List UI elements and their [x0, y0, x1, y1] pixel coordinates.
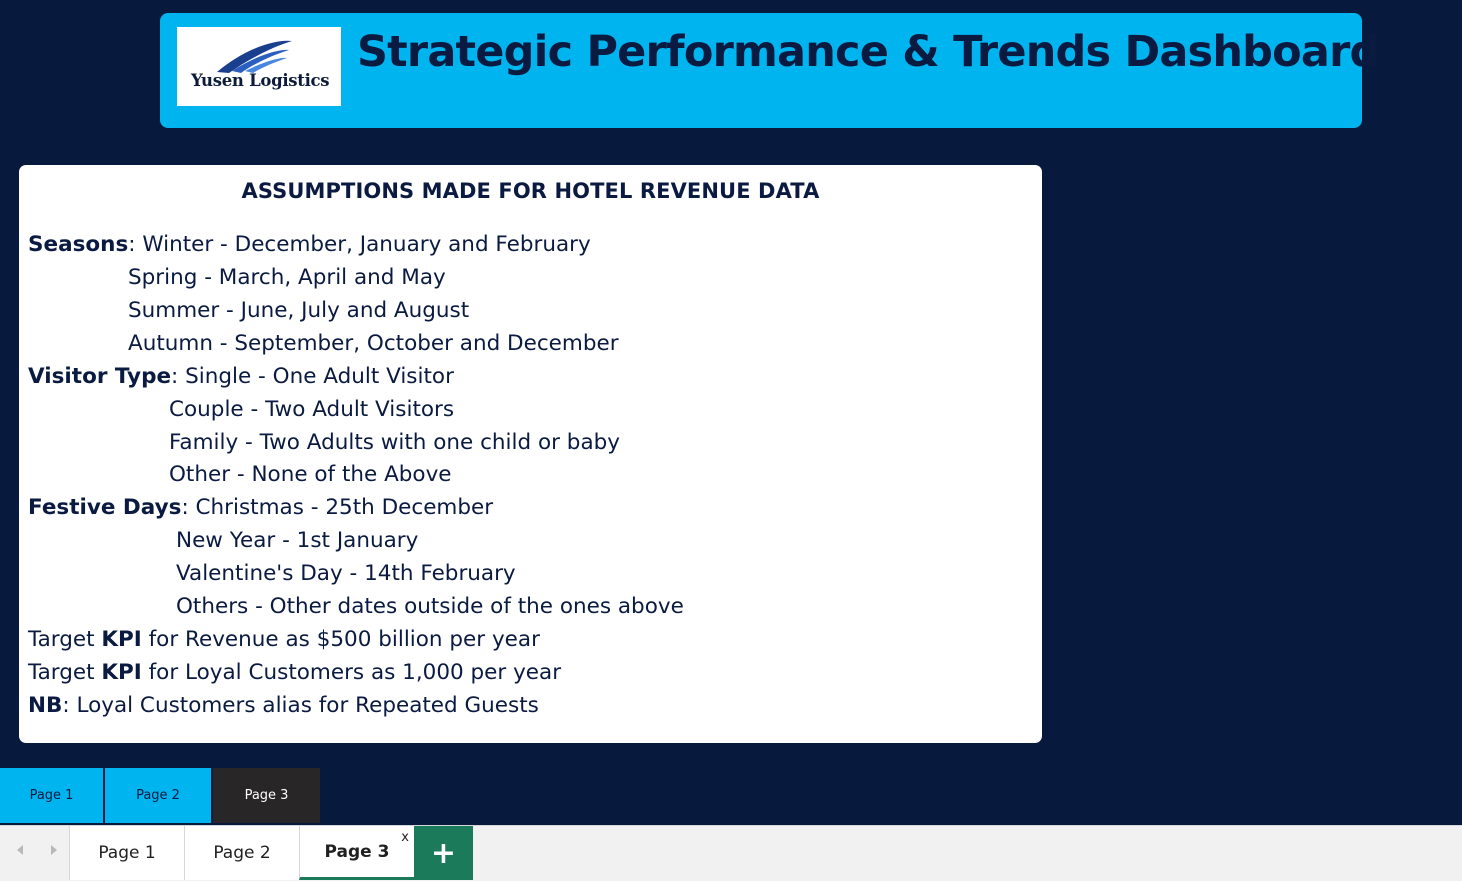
card-title: ASSUMPTIONS MADE FOR HOTEL REVENUE DATA: [241, 179, 820, 203]
page-nav-button-3[interactable]: Page 3: [213, 768, 320, 823]
festive-day-item: Valentine's Day - 14th February: [176, 561, 516, 586]
company-logo: Yusen Logistics: [177, 27, 341, 106]
festive-day-item: Others - Other dates outside of the ones…: [176, 594, 684, 619]
kpi-loyal-kpi: KPI: [101, 660, 142, 685]
visitor-type-label: Visitor Type: [28, 364, 172, 389]
tab-page-3[interactable]: Page 3 x: [299, 826, 414, 880]
page-tab-bar: Page 1 Page 2 Page 3 x +: [0, 825, 1462, 881]
close-tab-icon[interactable]: x: [401, 830, 409, 845]
kpi-loyal-text: for Loyal Customers as 1,000 per year: [141, 660, 562, 685]
page-nav-button-1[interactable]: Page 1: [0, 768, 103, 823]
scroll-right-icon[interactable]: [51, 845, 57, 855]
kpi-loyal-prefix: Target: [28, 660, 102, 685]
tab-page-1[interactable]: Page 1: [69, 826, 184, 880]
visitor-type-line: Visitor Type: Single - One Adult Visitor: [28, 362, 454, 392]
festive-day-item: New Year - 1st January: [176, 528, 419, 553]
kpi-revenue-line: Target KPI for Revenue as $500 billion p…: [28, 625, 540, 655]
add-page-button[interactable]: +: [414, 826, 473, 880]
kpi-revenue-prefix: Target: [28, 627, 102, 652]
logo-text: Yusen Logistics: [191, 71, 330, 90]
page-nav-button-2[interactable]: Page 2: [105, 768, 211, 823]
scroll-left-icon[interactable]: [17, 845, 23, 855]
assumptions-card: ASSUMPTIONS MADE FOR HOTEL REVENUE DATA …: [19, 165, 1042, 743]
visitor-type-item: Family - Two Adults with one child or ba…: [169, 430, 620, 455]
season-item: Summer - June, July and August: [128, 298, 470, 323]
visitor-type-item: Couple - Two Adult Visitors: [169, 397, 455, 422]
nb-label: NB: [28, 693, 63, 718]
season-item: : Winter - December, January and Februar…: [128, 232, 591, 257]
festive-days-label: Festive Days: [28, 495, 182, 520]
tab-page-3-label: Page 3: [324, 841, 390, 862]
festive-day-item: : Christmas - 25th December: [181, 495, 494, 520]
kpi-loyal-line: Target KPI for Loyal Customers as 1,000 …: [28, 658, 561, 688]
kpi-revenue-kpi: KPI: [101, 627, 142, 652]
season-item: Autumn - September, October and December: [128, 331, 619, 356]
page-title: Strategic Performance & Trends Dashboard: [357, 27, 1380, 77]
nb-line: NB: Loyal Customers alias for Repeated G…: [28, 691, 539, 721]
visitor-type-item: : Single - One Adult Visitor: [171, 364, 454, 389]
dashboard-header: Yusen Logistics Strategic Performance & …: [160, 13, 1380, 128]
kpi-revenue-text: for Revenue as $500 billion per year: [141, 627, 540, 652]
seasons-label: Seasons: [28, 232, 129, 257]
wing-logo-icon: [217, 40, 292, 73]
season-item: Spring - March, April and May: [128, 265, 446, 290]
nb-text: : Loyal Customers alias for Repeated Gue…: [62, 693, 539, 718]
festive-days-line: Festive Days: Christmas - 25th December: [28, 493, 493, 523]
visitor-type-item: Other - None of the Above: [169, 462, 452, 487]
seasons-line: Seasons: Winter - December, January and …: [28, 230, 591, 260]
tab-page-2[interactable]: Page 2: [184, 826, 299, 880]
